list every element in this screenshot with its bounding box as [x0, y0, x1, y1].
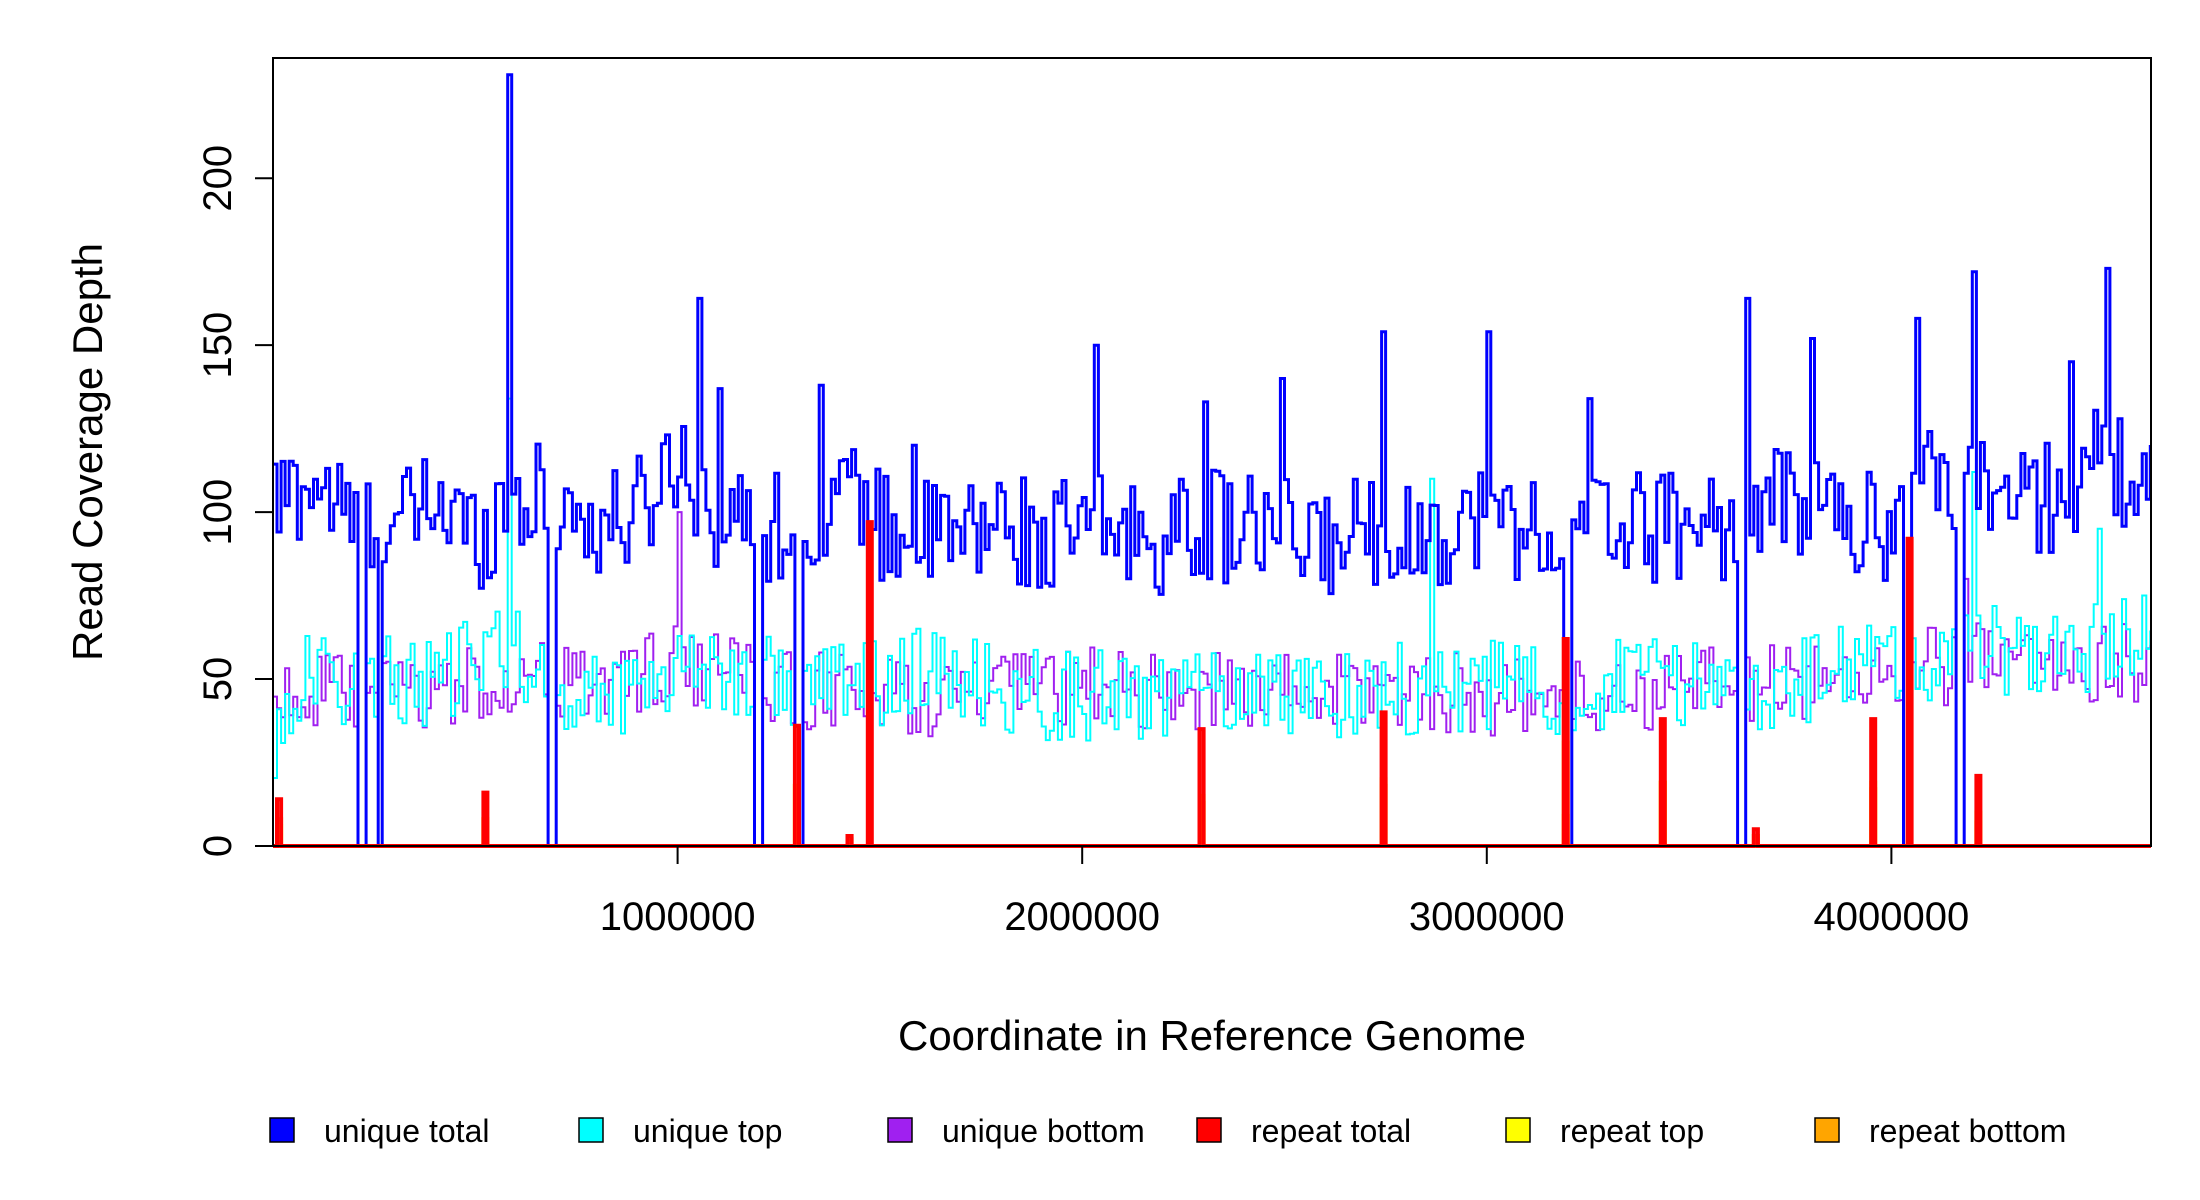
series-unique-total	[273, 73, 2152, 848]
legend: unique total unique top unique bottom repea…	[269, 1113, 2066, 1149]
legend-label: unique top	[633, 1113, 782, 1149]
legend-item-repeat-top: repeat top	[1505, 1113, 1704, 1149]
y-tick-label: 200	[196, 145, 240, 212]
legend-item-unique-bottom: unique bottom	[887, 1113, 1145, 1149]
y-axis-label: Read Coverage Depth	[64, 243, 111, 661]
legend-item-repeat-bottom: repeat bottom	[1814, 1113, 2066, 1149]
legend-label: repeat bottom	[1869, 1113, 2066, 1149]
y-tick-label: 0	[196, 835, 240, 857]
y-tick-label: 50	[196, 657, 240, 702]
legend-swatch	[1505, 1117, 1531, 1143]
x-axis-label: Coordinate in Reference Genome	[898, 1012, 1526, 1059]
x-axis: 1000000 2000000 3000000 4000000	[600, 845, 1970, 939]
series-layer	[273, 73, 2152, 848]
x-tick-label: 4000000	[1814, 895, 1970, 939]
legend-swatch	[578, 1117, 604, 1143]
y-tick-label: 100	[196, 479, 240, 546]
legend-swatch	[1814, 1117, 1840, 1143]
x-tick-label: 1000000	[600, 895, 756, 939]
legend-item-unique-total: unique total	[269, 1113, 489, 1149]
y-tick-label: 150	[196, 312, 240, 379]
legend-swatch	[269, 1117, 295, 1143]
series-unique-top	[273, 397, 2152, 847]
legend-item-repeat-total: repeat total	[1196, 1113, 1411, 1149]
legend-item-unique-top: unique top	[578, 1113, 782, 1149]
y-axis: 0 50 100 150 200	[196, 145, 274, 857]
x-tick-label: 3000000	[1409, 895, 1565, 939]
legend-label: repeat top	[1560, 1113, 1704, 1149]
legend-label: unique bottom	[942, 1113, 1145, 1149]
x-tick-label: 2000000	[1004, 895, 1160, 939]
legend-swatch	[1196, 1117, 1222, 1143]
legend-label: repeat total	[1251, 1113, 1411, 1149]
legend-swatch	[887, 1117, 913, 1143]
legend-label: unique total	[324, 1113, 489, 1149]
